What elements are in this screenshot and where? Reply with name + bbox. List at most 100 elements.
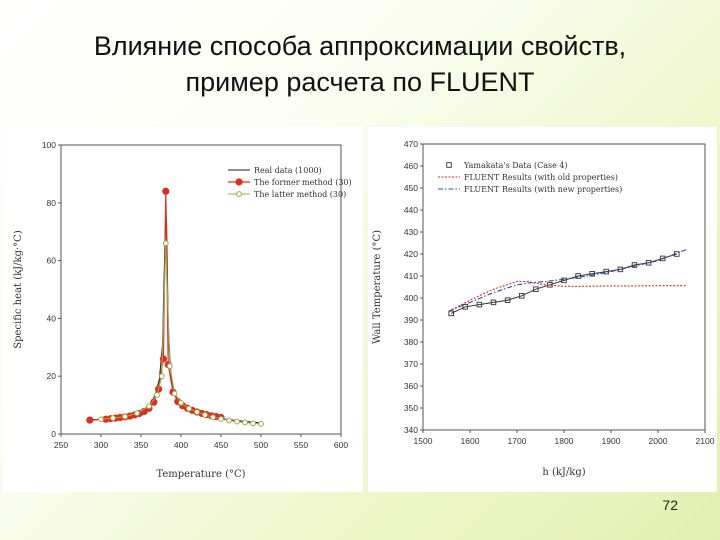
series-2 [98, 240, 264, 427]
y-tick-label: 20 [47, 371, 57, 381]
data-point [162, 187, 170, 195]
y-tick-label: 470 [404, 139, 418, 149]
series-line [448, 280, 687, 312]
data-point [186, 405, 192, 412]
data-point [589, 271, 595, 277]
legend-entry: FLUENT Results (with old properties) [464, 173, 618, 182]
series-1 [86, 187, 225, 424]
data-point [171, 390, 178, 397]
series-2 [448, 249, 687, 312]
series-line [450, 253, 677, 314]
data-point [242, 419, 248, 426]
legend-entry: Yamakata's Data (Case 4) [463, 161, 568, 170]
data-point [166, 363, 173, 369]
y-tick-label: 460 [404, 161, 418, 171]
specific-heat-chart-panel: 250 300 350 400 450 500 550 600 0 20 40 60 80 100 Temp… [3, 127, 363, 492]
data-point [110, 415, 116, 422]
y-tick-label: 450 [404, 183, 418, 193]
data-point [202, 412, 208, 418]
specific-heat-chart: 250 300 350 400 450 500 550 600 0 20 40 60 80 100 Temp… [13, 140, 352, 480]
data-point [448, 310, 454, 317]
y-tick-label: 420 [404, 249, 418, 259]
data-point [218, 416, 224, 422]
data-point [226, 417, 232, 424]
wall-temperature-chart: 1500 1600 1700 1800 1900 2000 2100 340 350 360 370… [372, 139, 715, 478]
series-1 [448, 280, 687, 312]
x-axis-label: Temperature (°C) [156, 469, 245, 480]
data-point [122, 413, 128, 420]
data-point [134, 410, 140, 417]
x-tick-label: 1800 [555, 436, 574, 446]
y-tick-label: 100 [42, 140, 56, 150]
y-axis-label: Wall Temperature (°C) [372, 230, 383, 344]
x-tick-label: 1500 [414, 436, 433, 446]
y-tick-label: 340 [404, 425, 418, 435]
y-tick-label: 410 [404, 271, 418, 281]
data-point [258, 420, 264, 427]
data-point [631, 262, 638, 268]
y-tick-label: 0 [51, 429, 56, 439]
data-point [518, 293, 525, 299]
plot-frame [60, 144, 342, 435]
x-tick-label: 1900 [602, 436, 621, 446]
legend-swatch-marker [235, 178, 243, 186]
legend: Real data (1000) The former method (30) Th… [228, 166, 352, 199]
x-tick-label: 400 [174, 440, 188, 450]
data-point [476, 301, 483, 308]
x-tick-label: 450 [214, 440, 228, 450]
data-point [575, 273, 581, 279]
data-point [194, 409, 200, 415]
x-tick-label: 250 [54, 440, 68, 450]
series-line [448, 249, 687, 312]
data-point [158, 373, 165, 380]
x-tick-label: 1700 [508, 436, 527, 446]
data-point [86, 416, 94, 424]
data-point [561, 277, 567, 284]
legend-swatch-marker [446, 162, 452, 168]
y-tick-label: 430 [404, 227, 418, 237]
data-point [490, 299, 497, 306]
data-point [234, 418, 240, 425]
y-tick-label: 440 [404, 205, 418, 215]
x-axis-label: h (kJ/kg) [542, 467, 585, 478]
slide-title: Влияние способа аппроксимации свойств, п… [0, 28, 720, 100]
x-tick-label: 2100 [696, 436, 715, 446]
legend-swatch-marker [236, 191, 242, 197]
data-point [250, 420, 256, 427]
data-point [146, 403, 152, 410]
x-tick-label: 500 [254, 440, 268, 450]
x-tick-label: 2000 [649, 436, 668, 446]
x-tick-label: 300 [94, 440, 108, 450]
data-point [504, 297, 511, 303]
page-number: 72 [662, 497, 678, 513]
series-line [100, 243, 262, 425]
data-point [533, 286, 539, 292]
data-point [645, 260, 652, 266]
slide-title-line-1: Влияние способа аппроксимации свойств, [93, 31, 627, 61]
data-point [159, 355, 167, 363]
data-point [98, 416, 104, 423]
data-point [178, 399, 184, 406]
y-tick-label: 60 [47, 256, 57, 266]
wall-temperature-chart-panel: 1500 1600 1700 1800 1900 2000 2100 340 350 360 370… [368, 127, 717, 492]
x-tick-label: 1600 [461, 436, 480, 446]
y-tick-label: 40 [47, 313, 57, 323]
data-point [210, 414, 216, 421]
y-tick-label: 370 [404, 359, 418, 369]
legend-entry: FLUENT Results (with new properties) [464, 185, 622, 194]
x-tick-label: 550 [294, 440, 308, 450]
y-axis-label: Specific heat (kJ/kg·°C) [13, 230, 24, 349]
x-tick-label: 600 [334, 440, 348, 450]
data-point [154, 392, 160, 398]
legend: Yamakata's Data (Case 4) FLUENT Results (… [438, 161, 622, 194]
series-line [89, 191, 222, 421]
y-tick-label: 360 [404, 381, 418, 391]
legend-entry: The latter method (30) [254, 190, 346, 199]
legend-entry: Real data (1000) [254, 166, 322, 175]
y-tick-label: 400 [404, 293, 418, 303]
y-tick-label: 380 [404, 337, 418, 347]
y-tick-label: 390 [404, 315, 418, 325]
slide-title-line-2: пример расчета по FLUENT [185, 67, 535, 97]
y-tick-label: 350 [404, 403, 418, 413]
data-point [162, 240, 169, 247]
